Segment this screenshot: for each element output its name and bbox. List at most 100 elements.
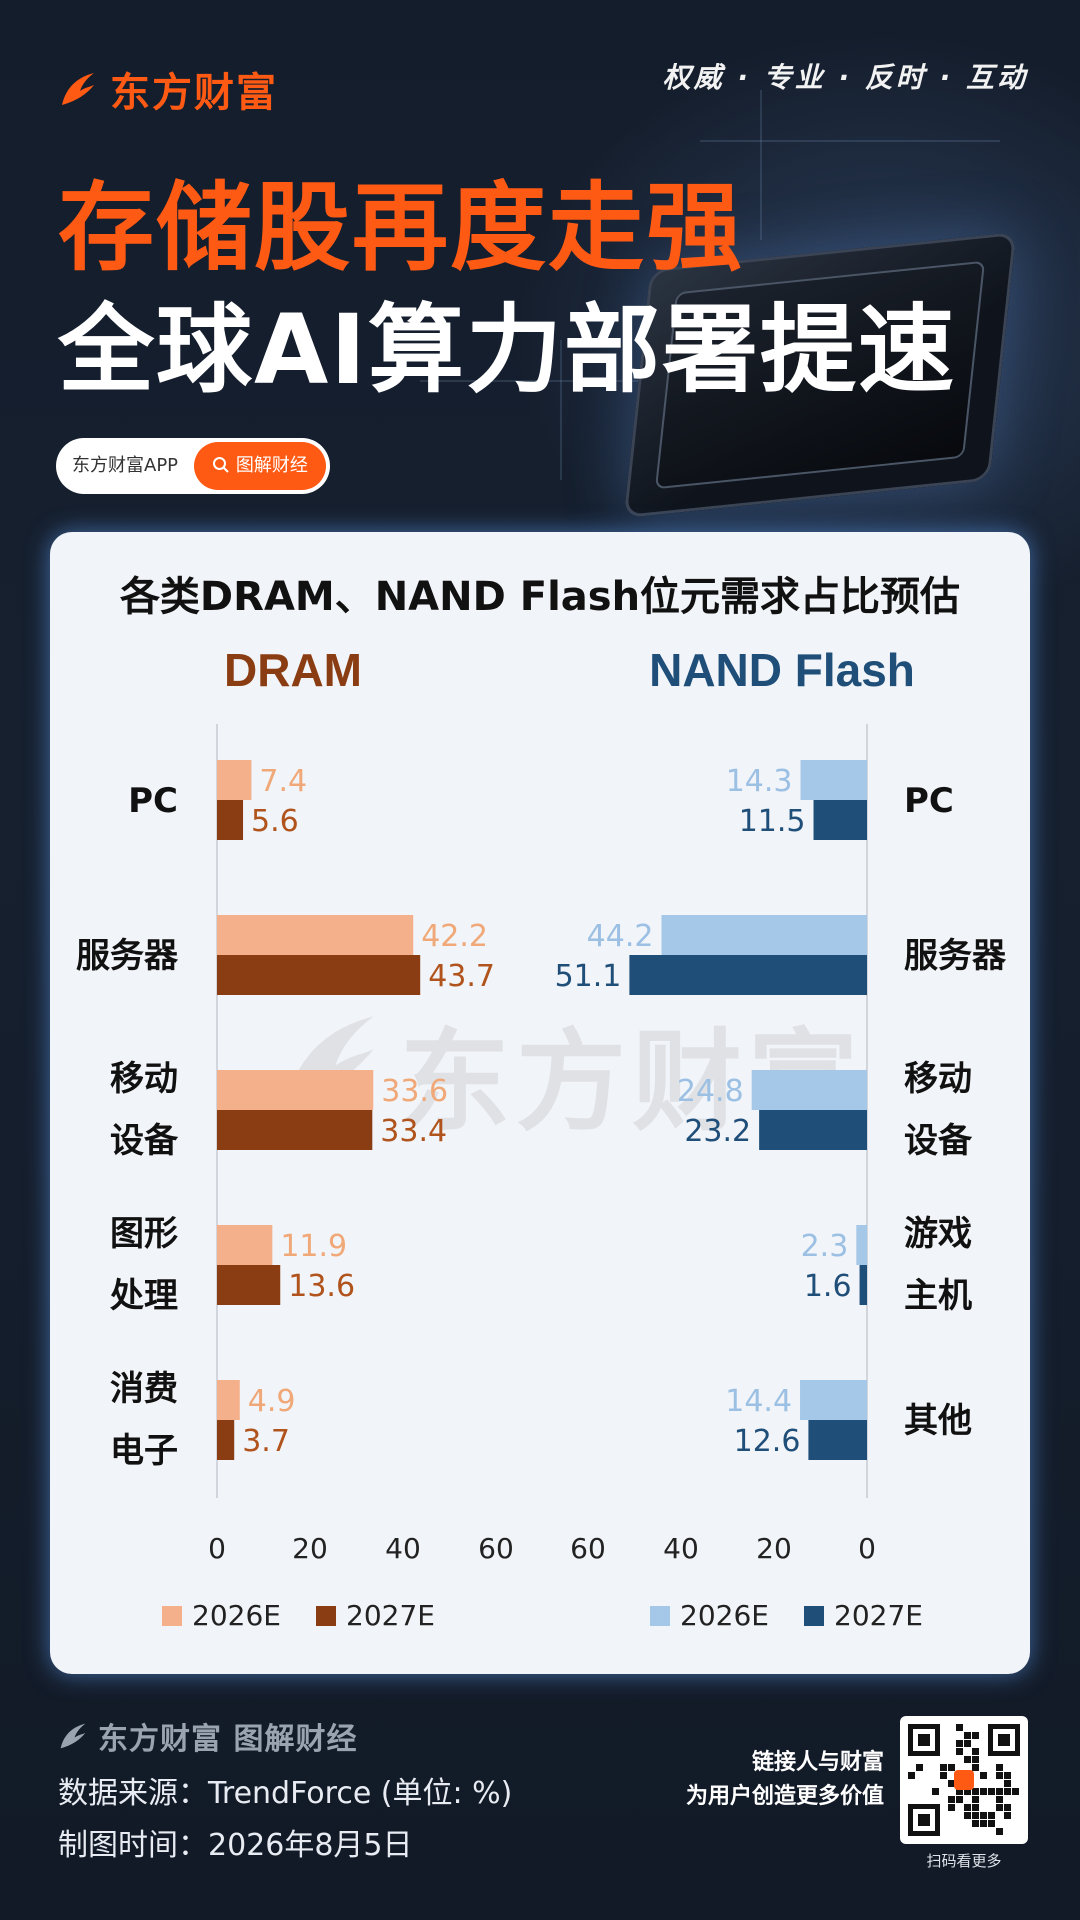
bar — [751, 1070, 867, 1110]
category-label: 主机 — [904, 1276, 972, 1316]
legend-label: 2027E — [346, 1599, 435, 1632]
bar — [217, 955, 421, 995]
app-tag[interactable]: 东方财富APP 图解财经 — [56, 438, 330, 494]
category-label: 设备 — [110, 1121, 179, 1161]
data-label: 42.2 — [421, 919, 488, 954]
qr-pattern — [908, 1724, 1020, 1836]
brand-name: 东方财富 — [110, 70, 278, 116]
bar — [629, 955, 867, 995]
headline-line2: 全球AI算力部署提速 — [58, 294, 957, 406]
app-tag-label: 东方财富APP — [72, 455, 179, 476]
bar — [217, 1380, 240, 1420]
panel-title: DRAM — [224, 644, 362, 696]
category-label: 电子 — [110, 1431, 178, 1471]
footer-logo-icon — [60, 1723, 86, 1749]
category-label: PC — [904, 781, 954, 821]
legend-label: 2026E — [192, 1599, 281, 1632]
qr-code[interactable] — [900, 1716, 1028, 1844]
bar — [813, 800, 867, 840]
tick-label: 40 — [663, 1532, 699, 1565]
bar — [217, 1110, 373, 1150]
tick-label: 20 — [292, 1532, 328, 1565]
data-source: 数据来源：TrendForce (单位: %) — [58, 1776, 513, 1811]
bar — [800, 1380, 867, 1420]
tick-label: 20 — [756, 1532, 792, 1565]
bar — [859, 1265, 867, 1305]
brand-header: 东方财富 — [56, 60, 278, 118]
data-label: 2.3 — [801, 1229, 849, 1264]
circuit-trace — [420, 380, 640, 382]
category-label: 服务器 — [904, 936, 1007, 976]
legend-swatch — [316, 1606, 336, 1626]
bar — [217, 760, 252, 800]
bar — [759, 1110, 867, 1150]
circuit-trace — [760, 90, 762, 240]
category-label: 移动 — [904, 1059, 972, 1099]
data-label: 1.6 — [804, 1269, 852, 1304]
slogan: 权威 · 专业 · 反时 · 互动 — [662, 61, 1028, 94]
legend-label: 2027E — [834, 1599, 923, 1632]
bar — [217, 800, 244, 840]
search-icon — [213, 457, 229, 473]
legend-swatch — [650, 1606, 670, 1626]
chart-card: 各类DRAM、NAND Flash位元需求占比预估 东方财富 DRAM 7.4 5.… — [50, 532, 1030, 1674]
tagline-line1: 链接人与财富 — [751, 1750, 884, 1775]
circuit-trace — [700, 140, 1000, 142]
data-label: 51.1 — [555, 959, 622, 994]
legend-swatch — [804, 1606, 824, 1626]
data-label: 13.6 — [288, 1269, 355, 1304]
data-label: 43.7 — [428, 959, 495, 994]
data-label: 5.6 — [251, 804, 299, 839]
category-label: 消费 — [110, 1369, 178, 1409]
data-label: 14.4 — [725, 1384, 792, 1419]
footer-brand-text: 东方财富 图解财经 — [98, 1722, 358, 1757]
category-label: 移动 — [110, 1059, 178, 1099]
chart-date: 制图时间：2026年8月5日 — [58, 1828, 413, 1863]
circuit-trace — [560, 340, 562, 480]
bar — [217, 1420, 235, 1460]
category-label: 图形 — [110, 1214, 178, 1254]
bar — [808, 1420, 867, 1460]
legend-swatch — [162, 1606, 182, 1626]
data-label: 24.8 — [677, 1074, 744, 1109]
search-tag-button[interactable]: 图解财经 — [194, 442, 326, 490]
footer-brand: 东方财富 图解财经 — [56, 1714, 357, 1758]
search-tag-label: 图解财经 — [235, 455, 308, 476]
category-label: 其他 — [904, 1401, 972, 1441]
bar — [217, 915, 414, 955]
tick-label: 60 — [570, 1532, 606, 1565]
bar — [217, 1265, 281, 1305]
data-label: 44.2 — [587, 919, 654, 954]
data-label: 33.6 — [381, 1074, 448, 1109]
data-label: 4.9 — [248, 1384, 296, 1419]
category-label: PC — [128, 781, 178, 821]
flame-logo-icon — [62, 73, 94, 105]
data-label: 11.5 — [739, 804, 806, 839]
qr-caption: 扫码看更多 — [926, 1852, 1002, 1870]
data-label: 3.7 — [242, 1424, 290, 1459]
category-label: 处理 — [109, 1276, 178, 1316]
bar — [800, 760, 867, 800]
data-label: 23.2 — [684, 1114, 751, 1149]
tick-label: 0 — [208, 1532, 226, 1565]
data-label: 11.9 — [280, 1229, 347, 1264]
tick-label: 60 — [478, 1532, 514, 1565]
headline-line1: 存储股再度走强 — [58, 172, 744, 284]
bar — [661, 915, 867, 955]
tick-label: 40 — [385, 1532, 421, 1565]
legend-label: 2026E — [680, 1599, 769, 1632]
chart-title: 各类DRAM、NAND Flash位元需求占比预估 — [119, 574, 961, 620]
tagline-line2: 为用户创造更多价值 — [685, 1784, 884, 1809]
tick-label: 0 — [858, 1532, 876, 1565]
data-label: 33.4 — [380, 1114, 447, 1149]
footer-tagline: 链接人与财富 为用户创造更多价值 — [686, 1746, 884, 1814]
data-label: 12.6 — [734, 1424, 801, 1459]
category-label: 设备 — [904, 1121, 973, 1161]
panel-title: NAND Flash — [649, 644, 915, 696]
category-label: 服务器 — [76, 936, 179, 976]
bar — [856, 1225, 867, 1265]
category-label: 游戏 — [904, 1214, 972, 1254]
bar — [217, 1070, 374, 1110]
data-label: 7.4 — [259, 764, 307, 799]
